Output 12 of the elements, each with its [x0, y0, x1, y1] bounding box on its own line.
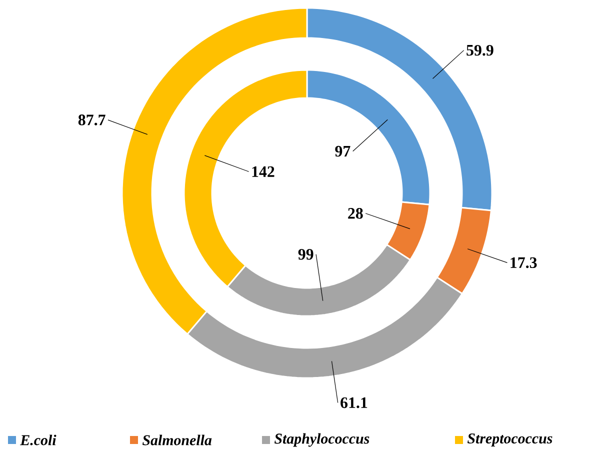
legend-label: Salmonella	[142, 434, 212, 446]
data-label: 28	[348, 208, 363, 219]
data-label: 97	[335, 146, 350, 157]
data-label: 61.1	[340, 397, 368, 408]
data-label: 142	[252, 166, 274, 177]
legend-label: Staphylococcus	[274, 433, 370, 447]
data-label: 87.7	[78, 114, 106, 126]
legend-label: Streptococcus	[467, 433, 552, 447]
legend-label: E.coli	[20, 434, 56, 446]
data-label: 59.9	[466, 44, 494, 56]
data-label: 17.3	[510, 257, 537, 268]
data-label: 99	[298, 248, 314, 260]
